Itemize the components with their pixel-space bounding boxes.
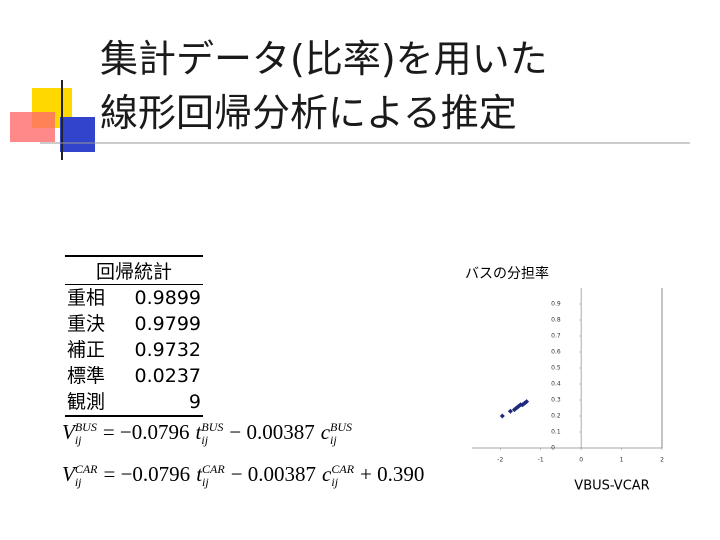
- scripts: CAR ij: [202, 463, 225, 489]
- var-sup: BUS: [74, 420, 97, 435]
- variable: c CAR ij: [322, 462, 354, 489]
- operator-term: = −0.0796: [103, 462, 191, 486]
- var-sup: BUS: [330, 420, 353, 435]
- point: [499, 413, 505, 419]
- deco-square: [10, 112, 55, 142]
- variable: t BUS ij: [195, 420, 224, 447]
- variable: V BUS ij: [62, 420, 97, 447]
- operator-term: = −0.0796: [102, 420, 190, 444]
- y-tick-label: 0.4: [551, 381, 561, 388]
- variable: V CAR ij: [62, 462, 98, 489]
- row-value: 0.9899: [134, 287, 201, 309]
- y-tick-label: 0.8: [551, 317, 561, 324]
- var-base: c: [320, 420, 331, 444]
- var-sub: ij: [331, 475, 339, 490]
- variable: c BUS ij: [320, 420, 352, 447]
- table-row: 重相 0.9899: [65, 285, 203, 312]
- var-sup: BUS: [201, 420, 224, 435]
- y-tick-label: 0.3: [551, 397, 561, 404]
- y-tick-label: 0.2: [551, 413, 561, 420]
- y-tick-label: 0.5: [551, 365, 561, 372]
- chart-title: バスの分担率: [465, 265, 549, 282]
- var-sup: CAR: [202, 462, 225, 477]
- point: [507, 408, 513, 414]
- var-base: V: [62, 420, 75, 444]
- x-tick-label: 2: [660, 457, 664, 464]
- operator-term: + 0.390: [360, 462, 425, 486]
- var-sub: ij: [74, 433, 82, 448]
- scripts: CAR ij: [331, 463, 354, 489]
- row-value: 0.9799: [134, 313, 201, 335]
- operator-term: − 0.00387: [230, 462, 317, 486]
- operator-term: − 0.00387: [229, 420, 315, 444]
- x-tick-label: 1: [620, 457, 624, 464]
- scripts: BUS ij: [201, 421, 223, 447]
- var-sup: CAR: [74, 462, 98, 477]
- var-sub: ij: [330, 433, 337, 448]
- x-tick-label: -2: [497, 457, 503, 464]
- row-value: 0.9732: [134, 339, 201, 361]
- scripts: BUS ij: [75, 421, 97, 447]
- x-tick-label: 0: [579, 457, 583, 464]
- y-tick-label: 0.9: [551, 301, 561, 308]
- y-tick-label: 0.6: [551, 349, 561, 356]
- x-tick-label: -1: [538, 457, 544, 464]
- title-line: 集計データ(比率)を用いた: [100, 37, 548, 81]
- var-base: c: [322, 462, 332, 486]
- table-row: 観測 9: [65, 389, 203, 417]
- row-value: 9: [116, 389, 203, 417]
- title-line: 線形回帰分析による推定: [100, 91, 517, 135]
- y-tick-label: 0.1: [551, 429, 561, 436]
- var-sub: ij: [202, 475, 209, 490]
- table-row: 標準 0.0237: [65, 363, 203, 389]
- var-base: t: [196, 462, 203, 486]
- var-base: V: [62, 462, 75, 486]
- equation: V CAR ij = −0.0796 t CAR ij − 0.00387 c CAR ij + 0.…: [62, 462, 430, 489]
- deco-square: [60, 117, 95, 152]
- row-label: 重相: [67, 287, 106, 309]
- var-sub: ij: [201, 433, 209, 448]
- table-header: 回帰統計: [65, 255, 203, 285]
- row-label: 観測: [65, 389, 117, 417]
- y-tick-label: 0: [551, 445, 555, 452]
- stats-table: 回帰統計 重相 0.9899 重決 0.9799 補正 0.9732 標準 0.0237 観測 9: [65, 255, 203, 417]
- x-axis-label: VBUS-VCAR: [574, 479, 649, 494]
- row-value: 0.0237: [134, 365, 201, 387]
- scripts: BUS ij: [330, 421, 352, 447]
- var-base: t: [195, 420, 202, 444]
- table-row: 補正 0.9732: [65, 337, 203, 363]
- variable: t CAR ij: [196, 462, 225, 489]
- y-tick-label: 0.7: [551, 333, 561, 340]
- equation: V BUS ij = −0.0796 t BUS ij − 0.00387 c BUS ij: [62, 420, 358, 447]
- row-label: 重決: [67, 313, 106, 335]
- var-sub: ij: [74, 475, 82, 490]
- row-label: 補正: [67, 339, 106, 361]
- table-row: 重決 0.9799: [65, 311, 203, 337]
- scripts: CAR ij: [75, 463, 98, 489]
- var-sup: CAR: [331, 462, 355, 477]
- point: [524, 399, 530, 405]
- row-label: 標準: [67, 365, 106, 387]
